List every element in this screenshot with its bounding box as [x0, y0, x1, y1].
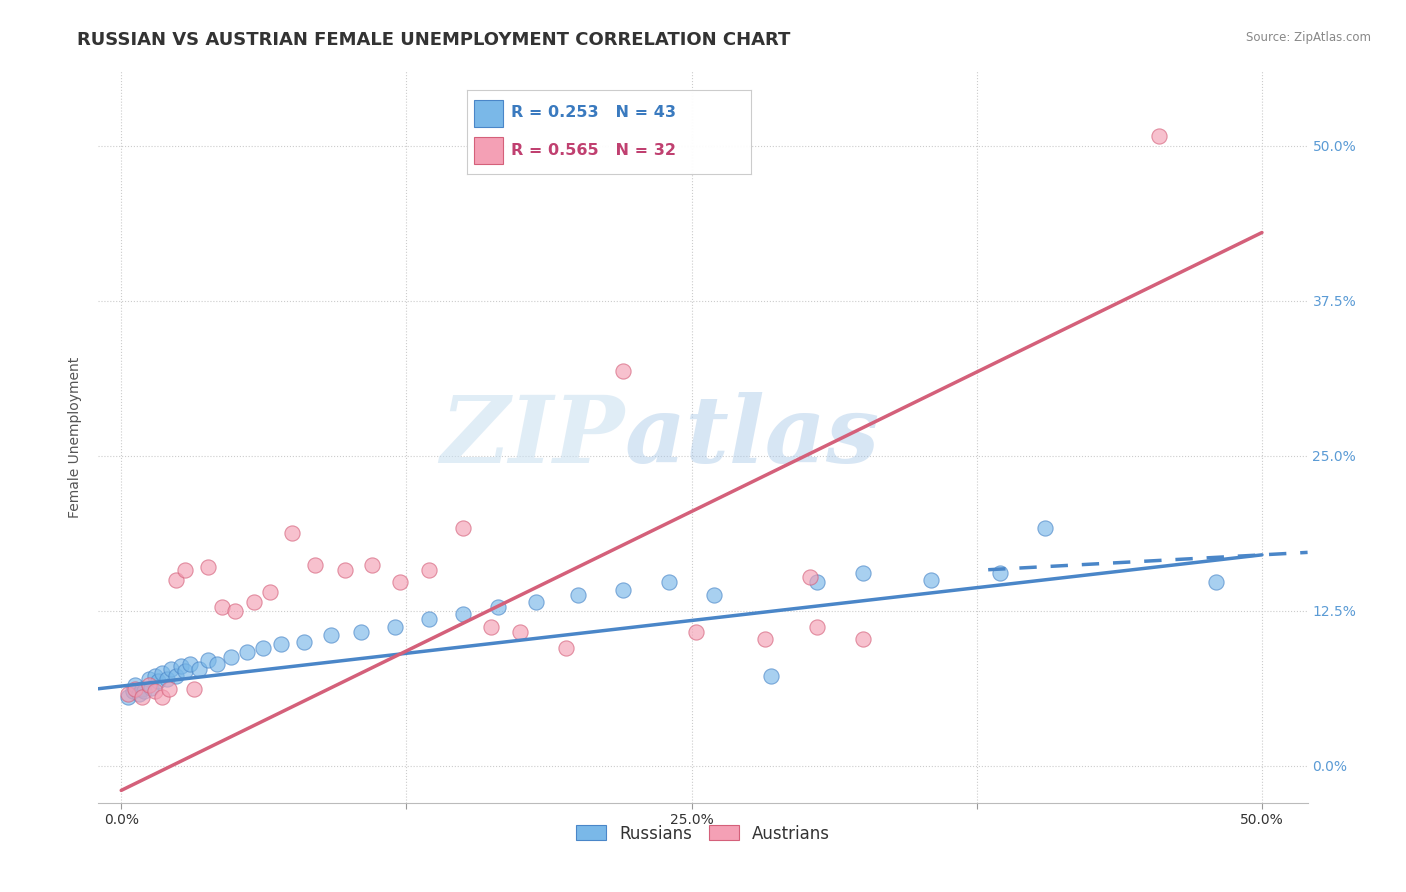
Point	[526, 595, 548, 609]
Point	[183, 681, 205, 696]
Text: ZIP: ZIP	[440, 392, 624, 482]
Point	[292, 634, 315, 648]
Point	[754, 632, 776, 647]
Point	[658, 575, 681, 590]
Point	[169, 659, 191, 673]
Point	[117, 690, 139, 705]
Point	[1149, 128, 1171, 143]
Point	[567, 588, 589, 602]
Point	[150, 690, 173, 705]
Point	[124, 681, 146, 696]
Point	[157, 681, 180, 696]
Point	[128, 687, 150, 701]
Point	[350, 624, 373, 639]
Point	[1205, 575, 1227, 590]
Point	[165, 573, 187, 587]
Point	[187, 662, 209, 676]
Y-axis label: Female Unemployment: Female Unemployment	[69, 357, 83, 517]
Text: RUSSIAN VS AUSTRIAN FEMALE UNEMPLOYMENT CORRELATION CHART: RUSSIAN VS AUSTRIAN FEMALE UNEMPLOYMENT …	[77, 31, 790, 49]
Point	[131, 690, 153, 705]
Point	[612, 582, 634, 597]
Point	[852, 566, 875, 581]
Point	[165, 669, 187, 683]
Point	[138, 678, 160, 692]
Point	[333, 563, 356, 577]
Text: Source: ZipAtlas.com: Source: ZipAtlas.com	[1246, 31, 1371, 45]
Point	[806, 620, 828, 634]
Point	[174, 563, 197, 577]
Point	[211, 599, 233, 614]
Point	[486, 599, 509, 614]
Point	[224, 604, 246, 618]
Point	[205, 657, 228, 671]
Point	[388, 575, 411, 590]
Point	[117, 687, 139, 701]
Point	[124, 678, 146, 692]
Point	[121, 684, 143, 698]
Point	[132, 684, 155, 698]
Point	[555, 640, 578, 655]
Point	[150, 665, 173, 680]
Point	[920, 573, 942, 587]
Point	[242, 595, 264, 609]
Point	[479, 620, 502, 634]
Point	[146, 674, 169, 689]
Point	[160, 662, 183, 676]
Point	[321, 628, 343, 642]
Point	[509, 624, 531, 639]
Point	[806, 575, 828, 590]
Point	[138, 672, 160, 686]
Point	[174, 665, 197, 679]
Point	[281, 525, 304, 540]
Point	[453, 607, 475, 622]
Point	[156, 672, 179, 686]
Point	[235, 644, 257, 658]
Point	[418, 563, 440, 577]
Point	[799, 570, 821, 584]
Point	[761, 669, 783, 683]
Point	[145, 669, 167, 683]
Text: atlas: atlas	[624, 392, 880, 482]
Point	[252, 640, 274, 655]
Point	[197, 560, 219, 574]
Point	[145, 684, 167, 698]
Point	[384, 620, 406, 634]
Point	[179, 657, 201, 671]
Point	[685, 624, 707, 639]
Point	[270, 637, 292, 651]
Point	[418, 612, 440, 626]
Point	[197, 653, 219, 667]
Point	[259, 585, 281, 599]
Point	[1033, 520, 1056, 534]
Point	[612, 364, 634, 378]
Point	[453, 520, 475, 534]
Point	[139, 681, 162, 695]
Point	[852, 632, 875, 647]
Legend: Russians, Austrians: Russians, Austrians	[569, 818, 837, 849]
Point	[304, 558, 326, 572]
Point	[703, 588, 725, 602]
Point	[361, 558, 384, 572]
Point	[131, 681, 153, 696]
Point	[219, 649, 242, 664]
Point	[988, 566, 1011, 581]
